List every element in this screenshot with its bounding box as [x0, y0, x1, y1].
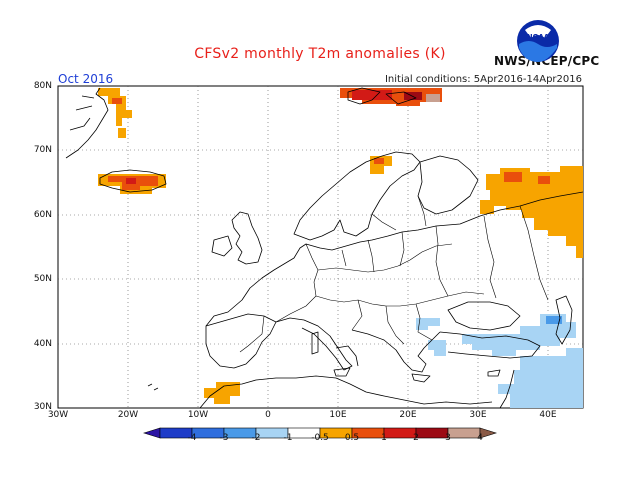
lon-tick-10w: 10W: [187, 410, 209, 420]
lon-tick-0: 0: [265, 410, 271, 420]
colorbar-label: -1: [283, 433, 293, 443]
colorbar-max-arrow: [479, 427, 498, 439]
lon-tick-30w: 30W: [47, 410, 69, 420]
borders: [239, 195, 549, 353]
colorbar-label: 3: [445, 433, 451, 443]
cool-patch-middle-east: [498, 348, 583, 408]
noaa-logo: NOAA: [517, 20, 559, 62]
lat-tick-70n: 70N: [33, 145, 52, 155]
map-frame: [57, 85, 584, 409]
initial-conditions: Initial conditions: 5Apr2016-14Apr2016: [384, 74, 582, 85]
colorbar-label: -3: [219, 433, 229, 443]
colorbar-label: -2: [251, 433, 261, 443]
chart-title: CFSv2 monthly T2m anomalies (K): [194, 46, 446, 62]
lon-tick-20e: 20E: [399, 410, 417, 420]
forecast-period: Oct 2016: [58, 72, 114, 86]
colorbar-label: 1: [381, 433, 387, 443]
warm-patch-greenland: [98, 88, 132, 126]
colorbar-min-arrow: [142, 427, 161, 439]
colorbar: [142, 427, 498, 439]
warm-patch-africa: [204, 382, 240, 404]
warm-patch-russia: [480, 166, 583, 258]
graticule: [58, 86, 583, 408]
lat-tick-30n: 30N: [33, 402, 52, 412]
lat-tick-60n: 60N: [33, 210, 52, 220]
colorbar-label: 2: [413, 433, 419, 443]
noaa-logo-text: NOAA: [527, 33, 550, 41]
coastlines: [65, 87, 584, 409]
agency-label: NWS/NCEP/CPC: [494, 54, 600, 68]
lon-tick-40e: 40E: [539, 410, 557, 420]
colorbar-label: -4: [187, 433, 197, 443]
lat-tick-80n: 80N: [33, 81, 52, 91]
lat-tick-40n: 40N: [33, 339, 52, 349]
lat-tick-50n: 50N: [33, 274, 52, 284]
lon-tick-30e: 30E: [469, 410, 487, 420]
cool-anomalies: [416, 314, 583, 408]
lon-tick-10e: 10E: [329, 410, 347, 420]
colorbar-label: 0.5: [344, 433, 360, 443]
lon-tick-20w: 20W: [117, 410, 139, 420]
colorbar-label: 4: [477, 433, 483, 443]
warm-anomalies: [98, 88, 583, 404]
colorbar-label: -0.5: [311, 433, 329, 443]
warm-patch-greenland-red: [112, 98, 122, 104]
cool-patch-turkey: [416, 318, 440, 330]
